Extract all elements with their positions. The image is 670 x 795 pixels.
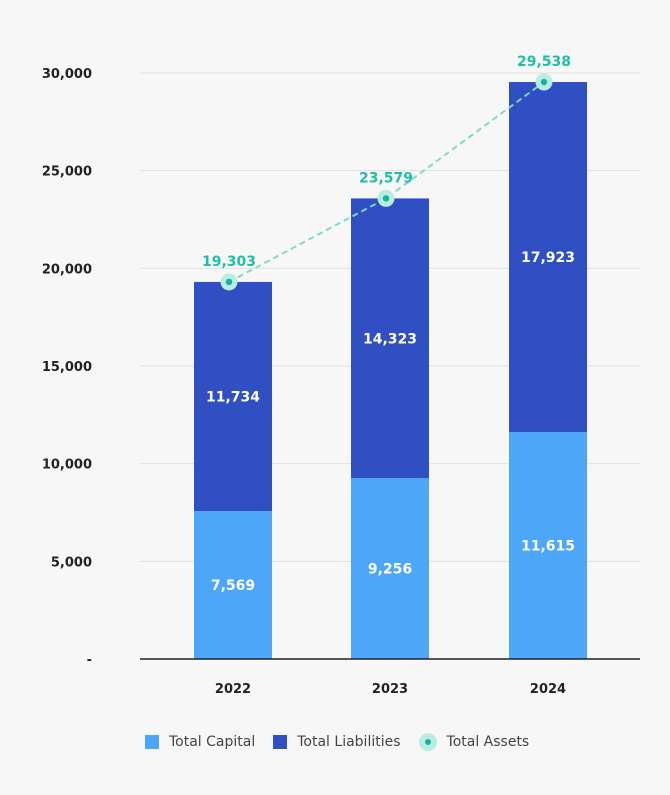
data-label-liabilities: 17,923 xyxy=(521,250,575,266)
legend-swatch-liabilities xyxy=(273,735,288,749)
bar-total-capital xyxy=(194,511,272,659)
data-label-capital: 11,615 xyxy=(521,539,575,555)
x-tick-label: 2023 xyxy=(372,682,408,697)
y-tick-label: - xyxy=(87,653,92,668)
legend-marker-assets xyxy=(418,733,437,751)
y-tick-label: 20,000 xyxy=(42,262,92,277)
bar-total-capital xyxy=(351,478,429,659)
legend-item-total-capital: Total Capital xyxy=(145,734,255,750)
legend-label-assets: Total Assets xyxy=(446,734,530,750)
chart-legend: Total Capital Total Liabilities Total As… xyxy=(145,733,529,751)
data-label-liabilities: 11,734 xyxy=(206,390,260,406)
y-tick-label: 15,000 xyxy=(42,360,92,375)
marker-total-assets xyxy=(540,78,548,86)
bar-total-capital xyxy=(509,432,587,659)
x-tick-label: 2022 xyxy=(215,682,251,697)
bar-total-liabilities xyxy=(194,281,272,512)
legend-item-total-assets: Total Assets xyxy=(418,733,530,751)
x-tick-label: 2024 xyxy=(530,682,566,697)
legend-item-total-liabilities: Total Liabilities xyxy=(273,734,401,750)
y-tick-label: 30,000 xyxy=(42,67,92,82)
legend-label-liabilities: Total Liabilities xyxy=(297,734,401,750)
y-tick-label: 25,000 xyxy=(42,165,92,180)
legend-label-capital: Total Capital xyxy=(169,734,256,750)
y-tick-label: 10,000 xyxy=(42,458,92,473)
data-label-capital: 7,569 xyxy=(211,578,255,594)
legend-swatch-capital xyxy=(145,735,159,749)
data-label-assets: 23,579 xyxy=(359,170,413,186)
y-tick-label: 5,000 xyxy=(51,555,92,570)
data-label-assets: 19,303 xyxy=(202,254,256,270)
bar-total-liabilities xyxy=(509,82,587,433)
data-label-liabilities: 14,323 xyxy=(363,331,417,347)
marker-total-assets xyxy=(225,278,233,286)
data-label-capital: 9,256 xyxy=(368,562,412,578)
bar-total-liabilities xyxy=(351,198,429,479)
marker-total-assets xyxy=(382,195,390,202)
data-label-assets: 29,538 xyxy=(517,54,571,70)
